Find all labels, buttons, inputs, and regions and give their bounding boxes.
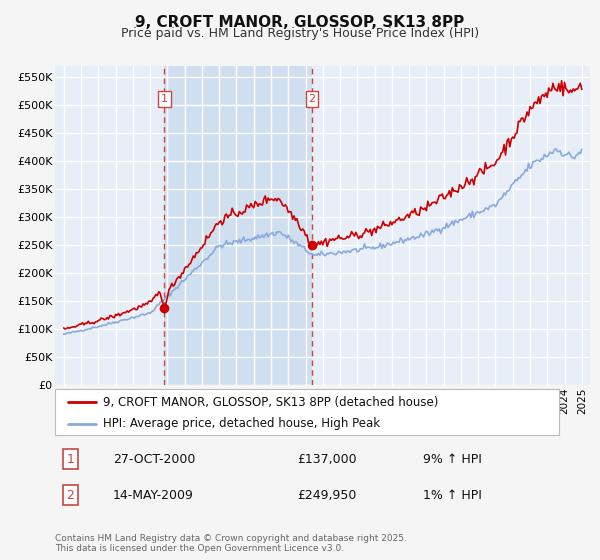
Text: HPI: Average price, detached house, High Peak: HPI: Average price, detached house, High… <box>103 417 380 430</box>
Text: 2: 2 <box>308 94 316 104</box>
Text: Contains HM Land Registry data © Crown copyright and database right 2025.
This d: Contains HM Land Registry data © Crown c… <box>55 534 407 553</box>
Text: 1: 1 <box>67 453 74 466</box>
Text: 9, CROFT MANOR, GLOSSOP, SK13 8PP (detached house): 9, CROFT MANOR, GLOSSOP, SK13 8PP (detac… <box>103 395 439 409</box>
Text: 27-OCT-2000: 27-OCT-2000 <box>113 453 196 466</box>
Text: 9% ↑ HPI: 9% ↑ HPI <box>423 453 482 466</box>
Text: 9, CROFT MANOR, GLOSSOP, SK13 8PP: 9, CROFT MANOR, GLOSSOP, SK13 8PP <box>136 15 464 30</box>
Text: £249,950: £249,950 <box>297 489 356 502</box>
Text: Price paid vs. HM Land Registry's House Price Index (HPI): Price paid vs. HM Land Registry's House … <box>121 27 479 40</box>
Text: 14-MAY-2009: 14-MAY-2009 <box>113 489 194 502</box>
Text: 1% ↑ HPI: 1% ↑ HPI <box>423 489 482 502</box>
Text: £137,000: £137,000 <box>297 453 357 466</box>
Bar <box>164 66 312 385</box>
Text: 2: 2 <box>67 489 74 502</box>
Text: 1: 1 <box>161 94 168 104</box>
